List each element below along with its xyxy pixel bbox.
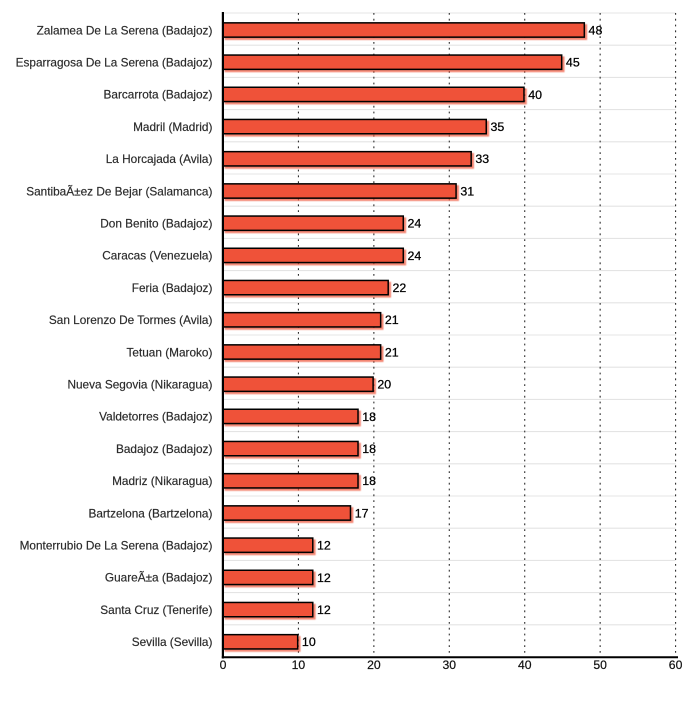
svg-text:21: 21 xyxy=(385,345,399,359)
svg-text:21: 21 xyxy=(385,313,399,327)
svg-text:Santa Cruz (Tenerife): Santa Cruz (Tenerife) xyxy=(100,603,212,617)
svg-text:Don Benito (Badajoz): Don Benito (Badajoz) xyxy=(100,217,212,231)
svg-text:24: 24 xyxy=(408,249,422,263)
svg-text:Zalamea De La Serena (Badajoz): Zalamea De La Serena (Badajoz) xyxy=(37,23,213,37)
svg-text:33: 33 xyxy=(475,152,489,166)
svg-text:Sevilla (Sevilla): Sevilla (Sevilla) xyxy=(132,635,213,649)
svg-text:22: 22 xyxy=(392,281,406,295)
svg-text:Valdetorres (Badajoz): Valdetorres (Badajoz) xyxy=(99,410,212,424)
svg-text:Madriz (Nikaragua): Madriz (Nikaragua) xyxy=(112,474,212,488)
svg-text:18: 18 xyxy=(362,410,376,424)
svg-text:Feria (Badajoz): Feria (Badajoz) xyxy=(132,281,213,295)
svg-text:18: 18 xyxy=(362,474,376,488)
svg-text:20: 20 xyxy=(377,378,391,392)
svg-text:60: 60 xyxy=(669,658,683,672)
svg-text:SantibaÃ±ez De Bejar (Salamanc: SantibaÃ±ez De Bejar (Salamanca) xyxy=(26,184,212,198)
svg-text:40: 40 xyxy=(528,88,542,102)
svg-text:40: 40 xyxy=(518,658,532,672)
svg-text:Caracas (Venezuela): Caracas (Venezuela) xyxy=(102,249,212,263)
svg-text:17: 17 xyxy=(355,506,369,520)
svg-text:48: 48 xyxy=(589,23,603,37)
svg-text:Bartzelona (Bartzelona): Bartzelona (Bartzelona) xyxy=(88,506,212,520)
svg-text:18: 18 xyxy=(362,442,376,456)
svg-text:10: 10 xyxy=(302,635,316,649)
svg-text:50: 50 xyxy=(593,658,607,672)
svg-text:12: 12 xyxy=(317,539,331,553)
svg-text:Barcarrota (Badajoz): Barcarrota (Badajoz) xyxy=(104,88,213,102)
svg-text:Esparragosa De La Serena (Bada: Esparragosa De La Serena (Badajoz) xyxy=(16,56,213,70)
svg-text:Nueva Segovia (Nikaragua): Nueva Segovia (Nikaragua) xyxy=(67,378,212,392)
svg-text:GuareÃ±a (Badajoz): GuareÃ±a (Badajoz) xyxy=(105,571,213,585)
svg-text:45: 45 xyxy=(566,56,580,70)
svg-text:Monterrubio De La Serena (Bada: Monterrubio De La Serena (Badajoz) xyxy=(20,539,213,553)
svg-text:12: 12 xyxy=(317,571,331,585)
svg-text:12: 12 xyxy=(317,603,331,617)
svg-text:Tetuan (Maroko): Tetuan (Maroko) xyxy=(127,345,213,359)
svg-text:La Horcajada (Avila): La Horcajada (Avila) xyxy=(106,152,213,166)
svg-text:Badajoz (Badajoz): Badajoz (Badajoz) xyxy=(116,442,212,456)
svg-text:31: 31 xyxy=(460,184,474,198)
svg-text:20: 20 xyxy=(367,658,381,672)
svg-text:0: 0 xyxy=(220,658,227,672)
svg-text:10: 10 xyxy=(292,658,306,672)
svg-text:Madril (Madrid): Madril (Madrid) xyxy=(133,120,212,134)
svg-text:35: 35 xyxy=(491,120,505,134)
svg-text:San Lorenzo De Tormes (Avila): San Lorenzo De Tormes (Avila) xyxy=(49,313,213,327)
svg-text:24: 24 xyxy=(408,217,422,231)
svg-text:30: 30 xyxy=(443,658,457,672)
